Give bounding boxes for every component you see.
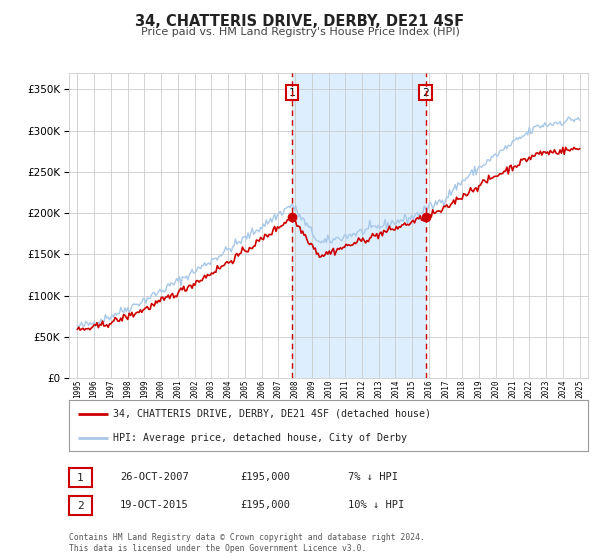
Text: 34, CHATTERIS DRIVE, DERBY, DE21 4SF (detached house): 34, CHATTERIS DRIVE, DERBY, DE21 4SF (de… <box>113 408 431 418</box>
Text: 19-OCT-2015: 19-OCT-2015 <box>120 500 189 510</box>
Text: £195,000: £195,000 <box>240 500 290 510</box>
Text: 34, CHATTERIS DRIVE, DERBY, DE21 4SF: 34, CHATTERIS DRIVE, DERBY, DE21 4SF <box>136 14 464 29</box>
Text: HPI: Average price, detached house, City of Derby: HPI: Average price, detached house, City… <box>113 433 407 443</box>
Text: 2: 2 <box>77 501 84 511</box>
Text: 2: 2 <box>422 87 429 97</box>
Text: 26-OCT-2007: 26-OCT-2007 <box>120 472 189 482</box>
Text: 1: 1 <box>77 473 84 483</box>
Bar <box>292 73 425 378</box>
Text: 10% ↓ HPI: 10% ↓ HPI <box>348 500 404 510</box>
Text: Price paid vs. HM Land Registry's House Price Index (HPI): Price paid vs. HM Land Registry's House … <box>140 27 460 37</box>
Text: Contains HM Land Registry data © Crown copyright and database right 2024.
This d: Contains HM Land Registry data © Crown c… <box>69 533 425 553</box>
Text: 7% ↓ HPI: 7% ↓ HPI <box>348 472 398 482</box>
Text: 1: 1 <box>289 87 295 97</box>
Text: £195,000: £195,000 <box>240 472 290 482</box>
